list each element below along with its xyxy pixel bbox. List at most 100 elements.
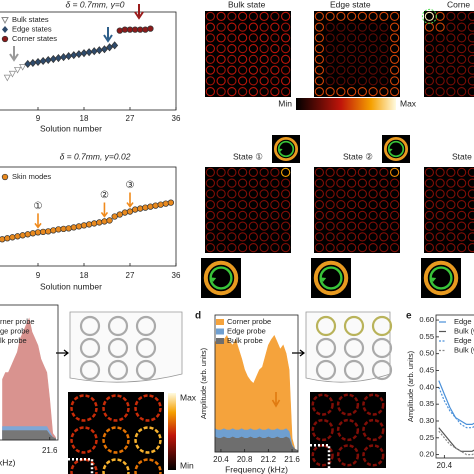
ring xyxy=(270,221,280,231)
ring xyxy=(314,11,325,22)
ring xyxy=(357,33,368,43)
ring xyxy=(389,22,400,32)
ring xyxy=(216,11,226,22)
ring xyxy=(227,86,237,97)
ring xyxy=(424,43,435,54)
ring xyxy=(424,232,435,242)
heat-ring xyxy=(134,394,162,422)
ring xyxy=(227,210,237,221)
point xyxy=(111,41,119,50)
ring xyxy=(389,11,400,22)
ring xyxy=(205,189,216,199)
plate-ring xyxy=(371,315,393,337)
y-tick-label: 0.45 xyxy=(419,366,434,375)
ring xyxy=(259,232,269,242)
point xyxy=(126,208,134,215)
ring xyxy=(346,232,357,242)
point xyxy=(137,205,144,212)
legend-marker xyxy=(1,17,9,25)
heat-ring xyxy=(362,418,385,442)
ring xyxy=(467,189,474,199)
ring xyxy=(346,76,357,86)
point xyxy=(121,26,129,33)
ring xyxy=(435,232,445,242)
highlight-arrow xyxy=(134,4,144,20)
ring xyxy=(336,54,346,65)
ring xyxy=(435,86,445,97)
point xyxy=(80,222,88,229)
plate-ring xyxy=(135,315,157,337)
ring xyxy=(424,54,435,65)
ring xyxy=(446,33,456,43)
point xyxy=(91,220,98,227)
ring xyxy=(424,189,435,199)
y-tick-label: 0.60 xyxy=(419,315,434,324)
ring xyxy=(368,22,378,32)
ring xyxy=(259,86,269,97)
x-tick-label: 9 xyxy=(36,114,41,123)
point xyxy=(85,48,93,57)
ring xyxy=(467,33,474,43)
point xyxy=(106,217,113,224)
ring xyxy=(456,22,467,32)
ring xyxy=(314,199,325,210)
ring xyxy=(259,65,269,75)
annotation-arrow xyxy=(34,213,42,229)
plate-ring xyxy=(343,337,365,359)
plate-ring xyxy=(135,359,157,381)
x-tick-label: 21.6 xyxy=(284,455,300,464)
point xyxy=(90,47,98,56)
point xyxy=(111,213,118,220)
annotation-arrow xyxy=(100,202,109,218)
legend-label: Skin modes xyxy=(12,172,51,181)
ring xyxy=(248,43,259,54)
chart-title: δ = 0.7mm, γ=0.02 xyxy=(60,151,131,161)
ring xyxy=(227,76,237,86)
ring xyxy=(424,210,435,221)
ring xyxy=(280,221,291,231)
ring xyxy=(389,221,400,231)
colorbar-max: Max xyxy=(400,98,417,108)
ring xyxy=(325,167,335,178)
x-tick-label: 20.4 xyxy=(437,461,453,470)
x-tick-label: 27 xyxy=(126,271,135,280)
x-tick-label: 20.8 xyxy=(237,455,253,464)
ring xyxy=(237,189,248,199)
ring xyxy=(270,33,280,43)
ring xyxy=(424,221,435,231)
colorbar-min: Min xyxy=(278,98,292,108)
legend-label: Edge (w xyxy=(454,336,474,345)
plate-ring xyxy=(79,337,101,359)
ring xyxy=(248,210,259,221)
point xyxy=(49,55,57,64)
panel-letter: e xyxy=(406,311,412,322)
highlight-arrow xyxy=(9,46,19,62)
ring xyxy=(467,65,474,75)
ring xyxy=(336,178,346,188)
ring xyxy=(216,167,226,178)
ring xyxy=(270,199,280,210)
ring xyxy=(336,189,346,199)
ring xyxy=(336,33,346,43)
ring xyxy=(424,33,435,43)
ring xyxy=(280,167,291,178)
ring xyxy=(346,167,357,178)
ring xyxy=(346,178,357,188)
ring xyxy=(314,178,325,188)
ring xyxy=(205,167,216,178)
plate-ring xyxy=(79,359,101,381)
heat-ring xyxy=(70,458,98,474)
ring xyxy=(368,232,378,242)
ring xyxy=(237,11,248,22)
ring xyxy=(368,43,378,54)
ring xyxy=(467,43,474,54)
ring xyxy=(237,22,248,32)
ring xyxy=(368,210,378,221)
field-map xyxy=(314,167,400,253)
ring xyxy=(259,43,269,54)
ring xyxy=(435,76,445,86)
ring xyxy=(446,86,456,97)
ring xyxy=(205,210,216,221)
ring xyxy=(325,232,335,242)
ring xyxy=(216,178,226,188)
